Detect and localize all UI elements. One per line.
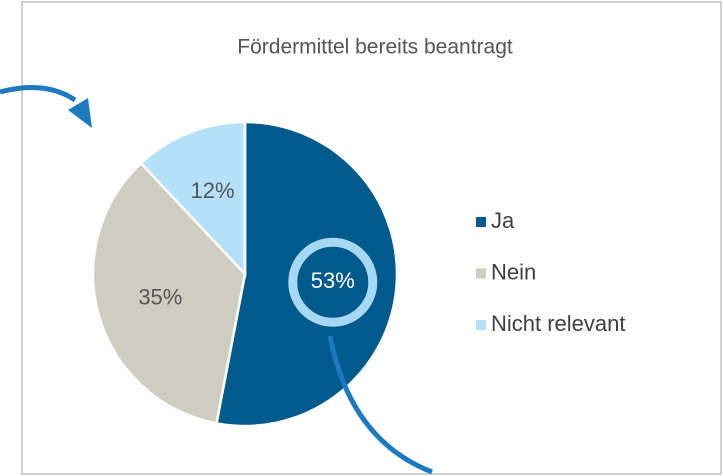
pie-slice	[215, 120, 399, 428]
arrow-left	[0, 85, 77, 103]
data-label: 12%	[191, 178, 235, 203]
pie-slice	[139, 120, 247, 278]
arrow-bottom	[327, 335, 433, 475]
legend-swatch	[476, 217, 486, 227]
legend-label: Nicht relevant	[491, 311, 626, 336]
data-label: 35%	[138, 284, 182, 309]
data-label: 53%	[311, 268, 355, 293]
pie-slice	[91, 161, 247, 425]
highlight-ring	[288, 237, 378, 327]
legend-label: Nein	[491, 259, 536, 284]
legend-swatch	[476, 268, 486, 279]
arrow-left-head	[68, 98, 92, 128]
legend-label: Ja	[491, 208, 515, 233]
legend-swatch	[476, 320, 486, 330]
chart-title: Fördermittel bereits beantragt	[237, 36, 513, 59]
pie	[91, 120, 399, 428]
